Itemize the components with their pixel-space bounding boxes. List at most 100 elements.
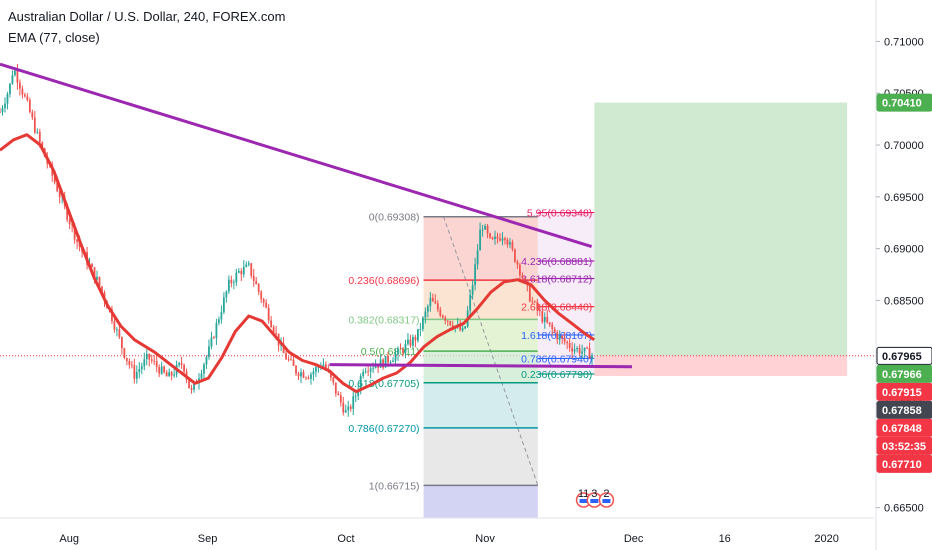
- candle-body: [235, 272, 238, 283]
- candle-body: [359, 375, 362, 390]
- candle-body: [561, 335, 564, 338]
- fib-band: [423, 485, 538, 518]
- event-count-label: 3: [591, 488, 597, 500]
- fib-band: [423, 280, 538, 320]
- candle-body: [409, 339, 412, 346]
- candle-body: [173, 374, 176, 376]
- candle-body: [499, 238, 501, 241]
- candle-body: [521, 275, 524, 279]
- candle-body: [421, 317, 424, 330]
- candle-body: [123, 348, 126, 358]
- candle-body: [324, 364, 327, 370]
- fib-ext-label: 5.95(0.69348): [527, 208, 592, 220]
- price-tag-value: 0.67915: [882, 387, 922, 399]
- candle-body: [138, 369, 141, 372]
- time-axis: Aug Sep Oct Nov Dec 16 2020: [0, 517, 874, 545]
- indicator-label: EMA (77, close): [8, 30, 100, 45]
- fib-ext-band: [537, 212, 595, 374]
- candle-body: [242, 266, 245, 275]
- candle-body: [275, 332, 278, 334]
- candle-body: [295, 365, 297, 374]
- candle-body: [290, 359, 292, 361]
- price-tag: [876, 454, 932, 473]
- candle-body: [591, 354, 593, 359]
- candle-body: [339, 395, 342, 403]
- candle-body: [469, 294, 472, 311]
- event-count-label: 2: [603, 488, 609, 500]
- candle-body: [9, 83, 11, 94]
- time-tick-label: Oct: [337, 533, 354, 545]
- candle-body: [193, 382, 195, 390]
- candle-body: [133, 365, 136, 379]
- price-tag: [876, 346, 932, 365]
- fib-ext-label: 4.236(0.68881): [521, 256, 592, 268]
- candle-body: [329, 371, 332, 378]
- candle-body: [180, 363, 183, 365]
- candle-body: [399, 348, 402, 350]
- candle-body: [389, 362, 392, 363]
- candle-body: [160, 366, 163, 374]
- time-tick-label: 16: [719, 533, 731, 545]
- candle-body: [412, 337, 414, 346]
- fib-ext-label: 2.618(0.68440): [521, 302, 592, 314]
- fib-ext-label: 0.236(0.67790): [521, 369, 592, 381]
- candle-body: [6, 93, 9, 104]
- candle-body: [33, 117, 36, 133]
- event-flag-stripe: [579, 499, 588, 503]
- candle-body: [247, 263, 250, 265]
- candle-body: [76, 239, 79, 242]
- candle-body: [315, 367, 317, 372]
- candle-body: [581, 351, 583, 354]
- candle-body: [354, 395, 357, 397]
- candle-body: [374, 365, 377, 368]
- price-tag: [876, 93, 932, 112]
- candle-body: [573, 349, 576, 352]
- candle-body: [153, 360, 156, 362]
- candle-body: [369, 368, 372, 372]
- candle-body: [392, 360, 394, 363]
- candle-body: [300, 372, 302, 377]
- candle-body: [436, 303, 439, 310]
- candle-body: [563, 337, 566, 342]
- time-tick-label: Aug: [59, 533, 79, 545]
- candle-body: [576, 347, 579, 350]
- candle-body: [31, 112, 34, 118]
- candle-body: [68, 219, 71, 225]
- candle-body: [222, 297, 225, 313]
- candle-body: [571, 347, 574, 352]
- candle-body: [541, 311, 544, 322]
- candle-body: [481, 229, 484, 231]
- candle-body: [342, 402, 345, 413]
- candle-body: [531, 301, 534, 303]
- candle-body: [551, 324, 554, 330]
- candle-body: [200, 373, 203, 379]
- candle-body: [538, 309, 541, 312]
- fib-level-label: 0.236(0.68696): [348, 275, 419, 287]
- price-tag: [876, 382, 932, 401]
- price-tag-value: 0.67966: [882, 369, 922, 381]
- candle-body: [163, 366, 166, 373]
- candle-body: [518, 264, 521, 276]
- candle-body: [250, 263, 253, 276]
- candle-body: [38, 131, 41, 143]
- candle-body: [344, 410, 347, 413]
- fib-ext-label: 3.618(0.68712): [521, 273, 592, 285]
- candle-body: [101, 286, 103, 293]
- candle-body: [11, 75, 14, 84]
- candle-body: [282, 343, 285, 354]
- candle-body: [215, 322, 218, 338]
- candle-body: [120, 337, 123, 349]
- candle-body: [230, 279, 233, 284]
- price-tags: 0.70410 0.67965 0.67966 0.67915 0.67858 0.678…: [876, 93, 932, 473]
- price-tick-label: 0.69000: [884, 244, 924, 256]
- candle-body: [471, 285, 474, 295]
- candle-body: [58, 191, 61, 198]
- candle-body: [402, 349, 404, 353]
- candle-body: [484, 225, 486, 230]
- event-count-label: 11: [578, 488, 589, 500]
- candle-body: [96, 276, 98, 280]
- candle-body: [566, 341, 569, 344]
- candle-body: [257, 284, 260, 292]
- candle-body: [417, 329, 419, 341]
